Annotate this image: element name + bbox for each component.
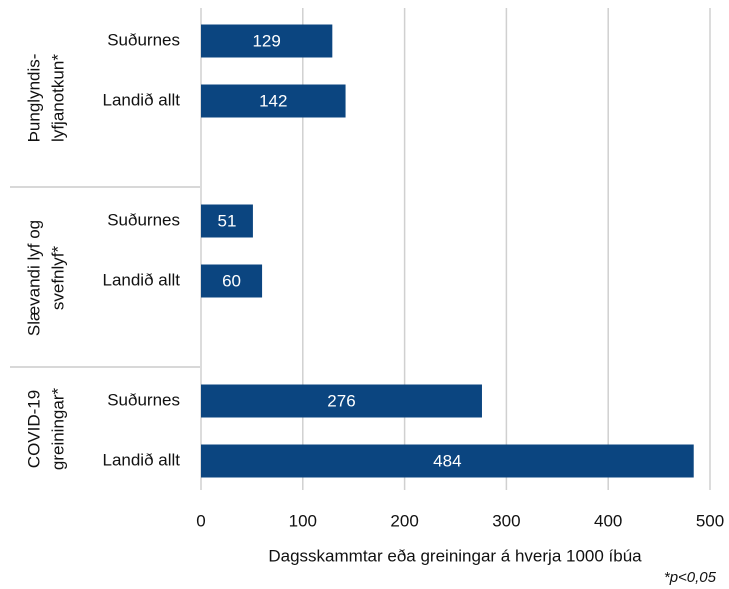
- bar-value-label: 51: [217, 211, 236, 230]
- group-label: lyfjanotkun*: [48, 54, 67, 142]
- bar: [201, 384, 482, 418]
- bar-value-label: 276: [327, 391, 355, 410]
- group-label: Slævandi lyf og: [24, 220, 43, 336]
- x-tick-label: 200: [390, 511, 418, 530]
- x-tick-label: 400: [594, 511, 622, 530]
- annotation: *p<0,05: [664, 569, 717, 586]
- bar: [201, 204, 253, 238]
- x-tick-label: 300: [492, 511, 520, 530]
- bar-value-label: 484: [433, 451, 461, 470]
- x-axis-label: Dagsskammtar eða greiningar á hverja 100…: [268, 546, 642, 565]
- category-label: Landið allt: [102, 270, 180, 289]
- bar-value-label: 142: [259, 91, 287, 110]
- bar: [201, 264, 263, 298]
- category-label: Suðurnes: [107, 390, 180, 409]
- category-label: Landið allt: [102, 450, 180, 469]
- group-label: svefnlyf*: [48, 245, 67, 310]
- x-tick-label: 500: [696, 511, 724, 530]
- bar: [201, 444, 694, 478]
- bar: [201, 24, 333, 58]
- category-label: Suðurnes: [107, 210, 180, 229]
- category-label: Landið allt: [102, 90, 180, 109]
- bar-value-label: 60: [222, 271, 241, 290]
- category-label: Suðurnes: [107, 30, 180, 49]
- group-label: Þunglyndis-: [24, 54, 43, 143]
- x-tick-label: 100: [289, 511, 317, 530]
- bar-value-label: 129: [252, 31, 280, 50]
- x-tick-label: 0: [196, 511, 205, 530]
- group-label: COVID-19: [24, 390, 43, 468]
- bar: [201, 84, 346, 118]
- group-label: greiningar*: [48, 388, 67, 471]
